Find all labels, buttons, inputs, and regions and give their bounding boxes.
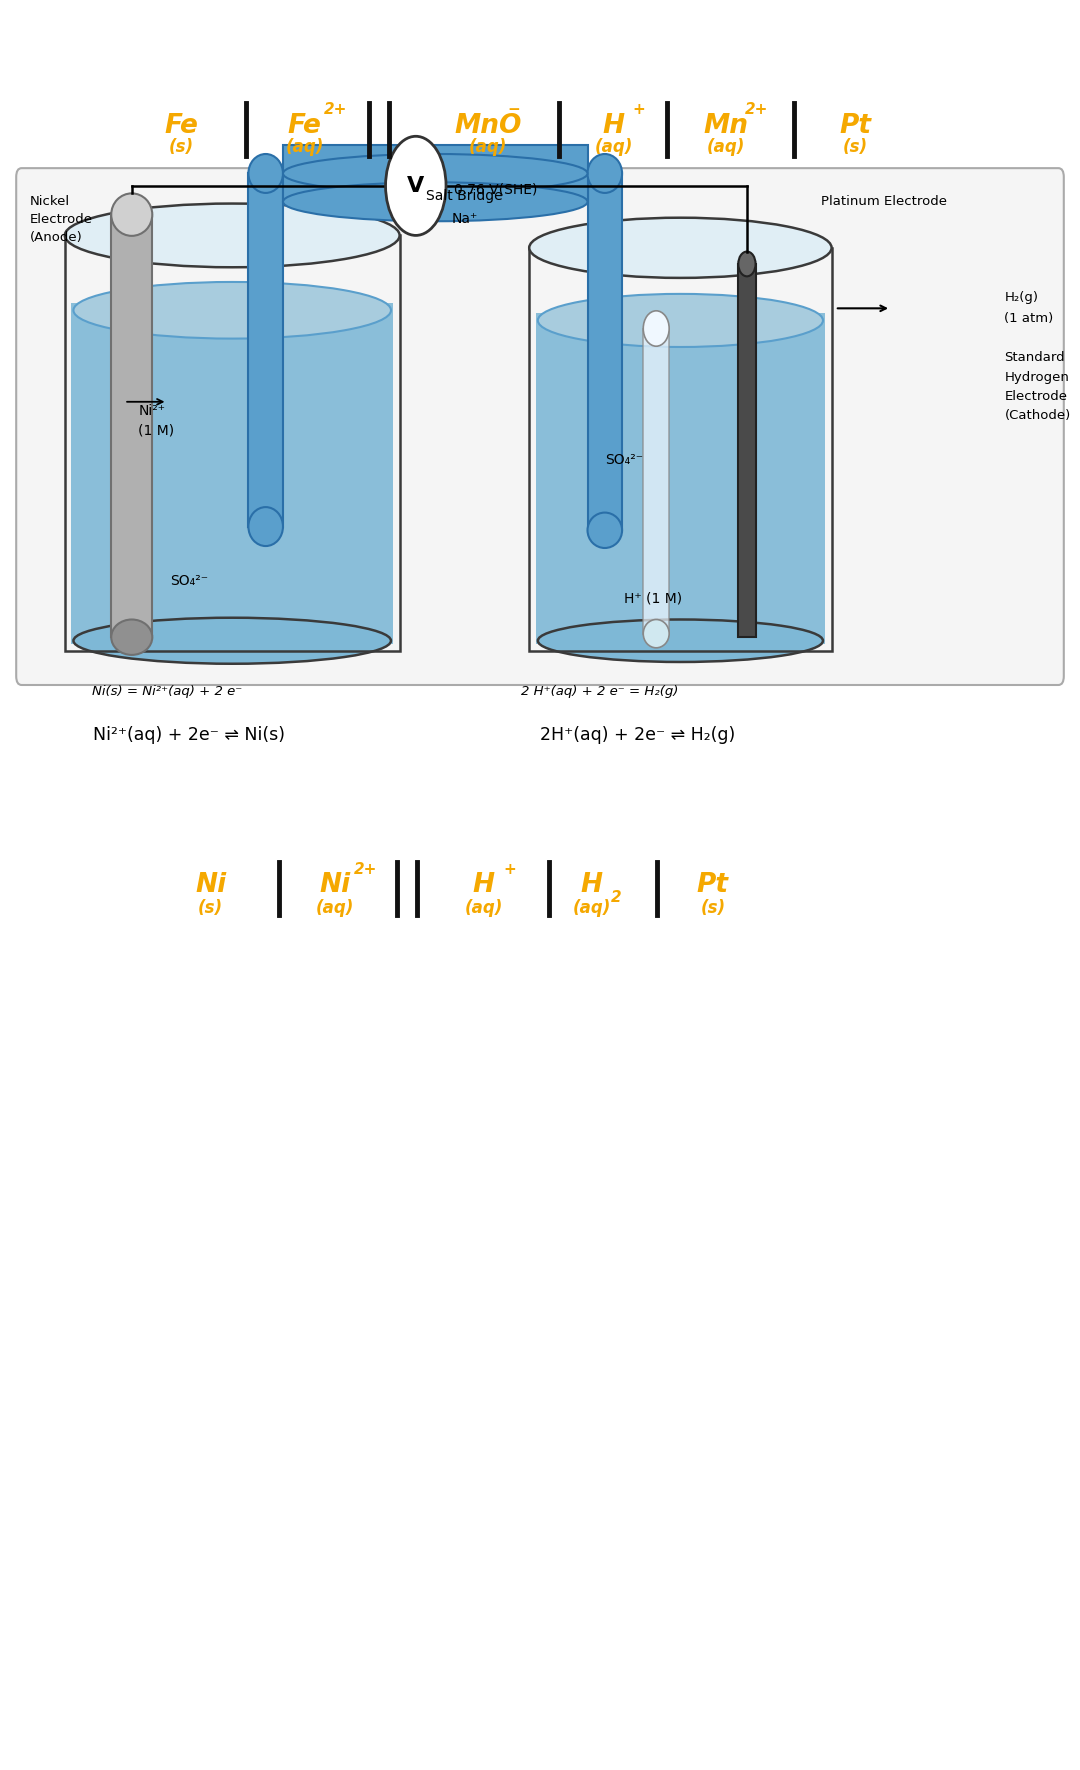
Text: (aq): (aq) — [464, 899, 503, 917]
Ellipse shape — [111, 620, 152, 655]
Text: H⁺ (1 M): H⁺ (1 M) — [624, 591, 683, 605]
Text: Standard: Standard — [1004, 350, 1065, 365]
Text: 2+: 2+ — [324, 103, 348, 117]
Text: (aq): (aq) — [469, 138, 508, 156]
Text: (s): (s) — [198, 899, 224, 917]
Bar — [71, 303, 393, 644]
Bar — [111, 214, 152, 637]
Text: Fe: Fe — [287, 113, 322, 138]
Text: Pt: Pt — [697, 873, 729, 897]
Text: −: − — [508, 103, 521, 117]
Ellipse shape — [73, 618, 391, 664]
Bar — [283, 145, 588, 202]
Text: 2 H⁺(aq) + 2 e⁻ = H₂(g): 2 H⁺(aq) + 2 e⁻ = H₂(g) — [521, 685, 678, 697]
Ellipse shape — [248, 506, 283, 545]
Text: V: V — [407, 175, 424, 196]
Text: Nickel
Electrode
(Anode): Nickel Electrode (Anode) — [30, 195, 93, 244]
Text: H: H — [603, 113, 624, 138]
Bar — [644, 329, 670, 634]
Bar — [536, 313, 825, 644]
Ellipse shape — [588, 154, 622, 193]
Text: Hydrogen: Hydrogen — [1004, 370, 1069, 384]
Bar — [248, 173, 283, 527]
Text: Ni: Ni — [195, 873, 226, 897]
Text: Platinum Electrode: Platinum Electrode — [821, 195, 947, 207]
Bar — [588, 173, 622, 531]
Ellipse shape — [73, 281, 391, 338]
Text: 2H⁺(aq) + 2e⁻ ⇌ H₂(g): 2H⁺(aq) + 2e⁻ ⇌ H₂(g) — [540, 726, 734, 743]
Text: (Cathode): (Cathode) — [1004, 409, 1070, 423]
Bar — [65, 235, 400, 651]
Ellipse shape — [283, 154, 588, 193]
Text: Ni(s) = Ni²⁺(aq) + 2 e⁻: Ni(s) = Ni²⁺(aq) + 2 e⁻ — [92, 685, 243, 697]
Text: Pt: Pt — [839, 113, 872, 138]
FancyBboxPatch shape — [16, 168, 1064, 685]
Text: MnO: MnO — [455, 113, 522, 138]
Ellipse shape — [529, 218, 832, 278]
Circle shape — [386, 136, 446, 235]
Text: (aq): (aq) — [594, 138, 633, 156]
Bar — [739, 264, 756, 637]
Text: Na⁺: Na⁺ — [451, 212, 477, 227]
Text: Ni²⁺(aq) + 2e⁻ ⇌ Ni(s): Ni²⁺(aq) + 2e⁻ ⇌ Ni(s) — [93, 726, 285, 743]
Text: (1 atm): (1 atm) — [1004, 312, 1054, 326]
Text: (aq): (aq) — [285, 138, 324, 156]
Ellipse shape — [644, 620, 670, 648]
Ellipse shape — [538, 294, 823, 347]
Ellipse shape — [65, 204, 400, 267]
Text: H: H — [581, 873, 603, 897]
Text: (s): (s) — [842, 138, 868, 156]
Text: Mn: Mn — [703, 113, 748, 138]
Text: SO₄²⁻: SO₄²⁻ — [170, 573, 208, 588]
Text: (aq): (aq) — [572, 899, 611, 917]
Text: (1 M): (1 M) — [138, 423, 174, 437]
Text: Ni²⁺: Ni²⁺ — [138, 404, 165, 418]
Text: (s): (s) — [168, 138, 194, 156]
Text: Fe: Fe — [164, 113, 199, 138]
Text: H₂(g): H₂(g) — [1004, 290, 1038, 304]
Ellipse shape — [283, 182, 588, 221]
Text: (s): (s) — [700, 899, 726, 917]
Ellipse shape — [248, 154, 283, 193]
Bar — [529, 248, 832, 651]
Ellipse shape — [739, 251, 756, 276]
Text: (aq): (aq) — [706, 138, 745, 156]
Text: +: + — [633, 103, 646, 117]
Text: +: + — [503, 862, 516, 876]
Ellipse shape — [588, 513, 622, 549]
Text: 0.76 V(SHE): 0.76 V(SHE) — [454, 182, 537, 196]
Text: 2: 2 — [611, 890, 622, 904]
Ellipse shape — [644, 312, 670, 347]
Text: Electrode: Electrode — [1004, 389, 1067, 404]
Text: (aq): (aq) — [315, 899, 354, 917]
Ellipse shape — [538, 620, 823, 662]
Text: 2+: 2+ — [745, 103, 769, 117]
Text: Ni: Ni — [320, 873, 350, 897]
Text: 2+: 2+ — [354, 862, 378, 876]
Text: H: H — [473, 873, 495, 897]
Text: Salt Bridge: Salt Bridge — [427, 189, 502, 204]
Ellipse shape — [111, 193, 152, 235]
Text: SO₄²⁻: SO₄²⁻ — [605, 453, 644, 467]
